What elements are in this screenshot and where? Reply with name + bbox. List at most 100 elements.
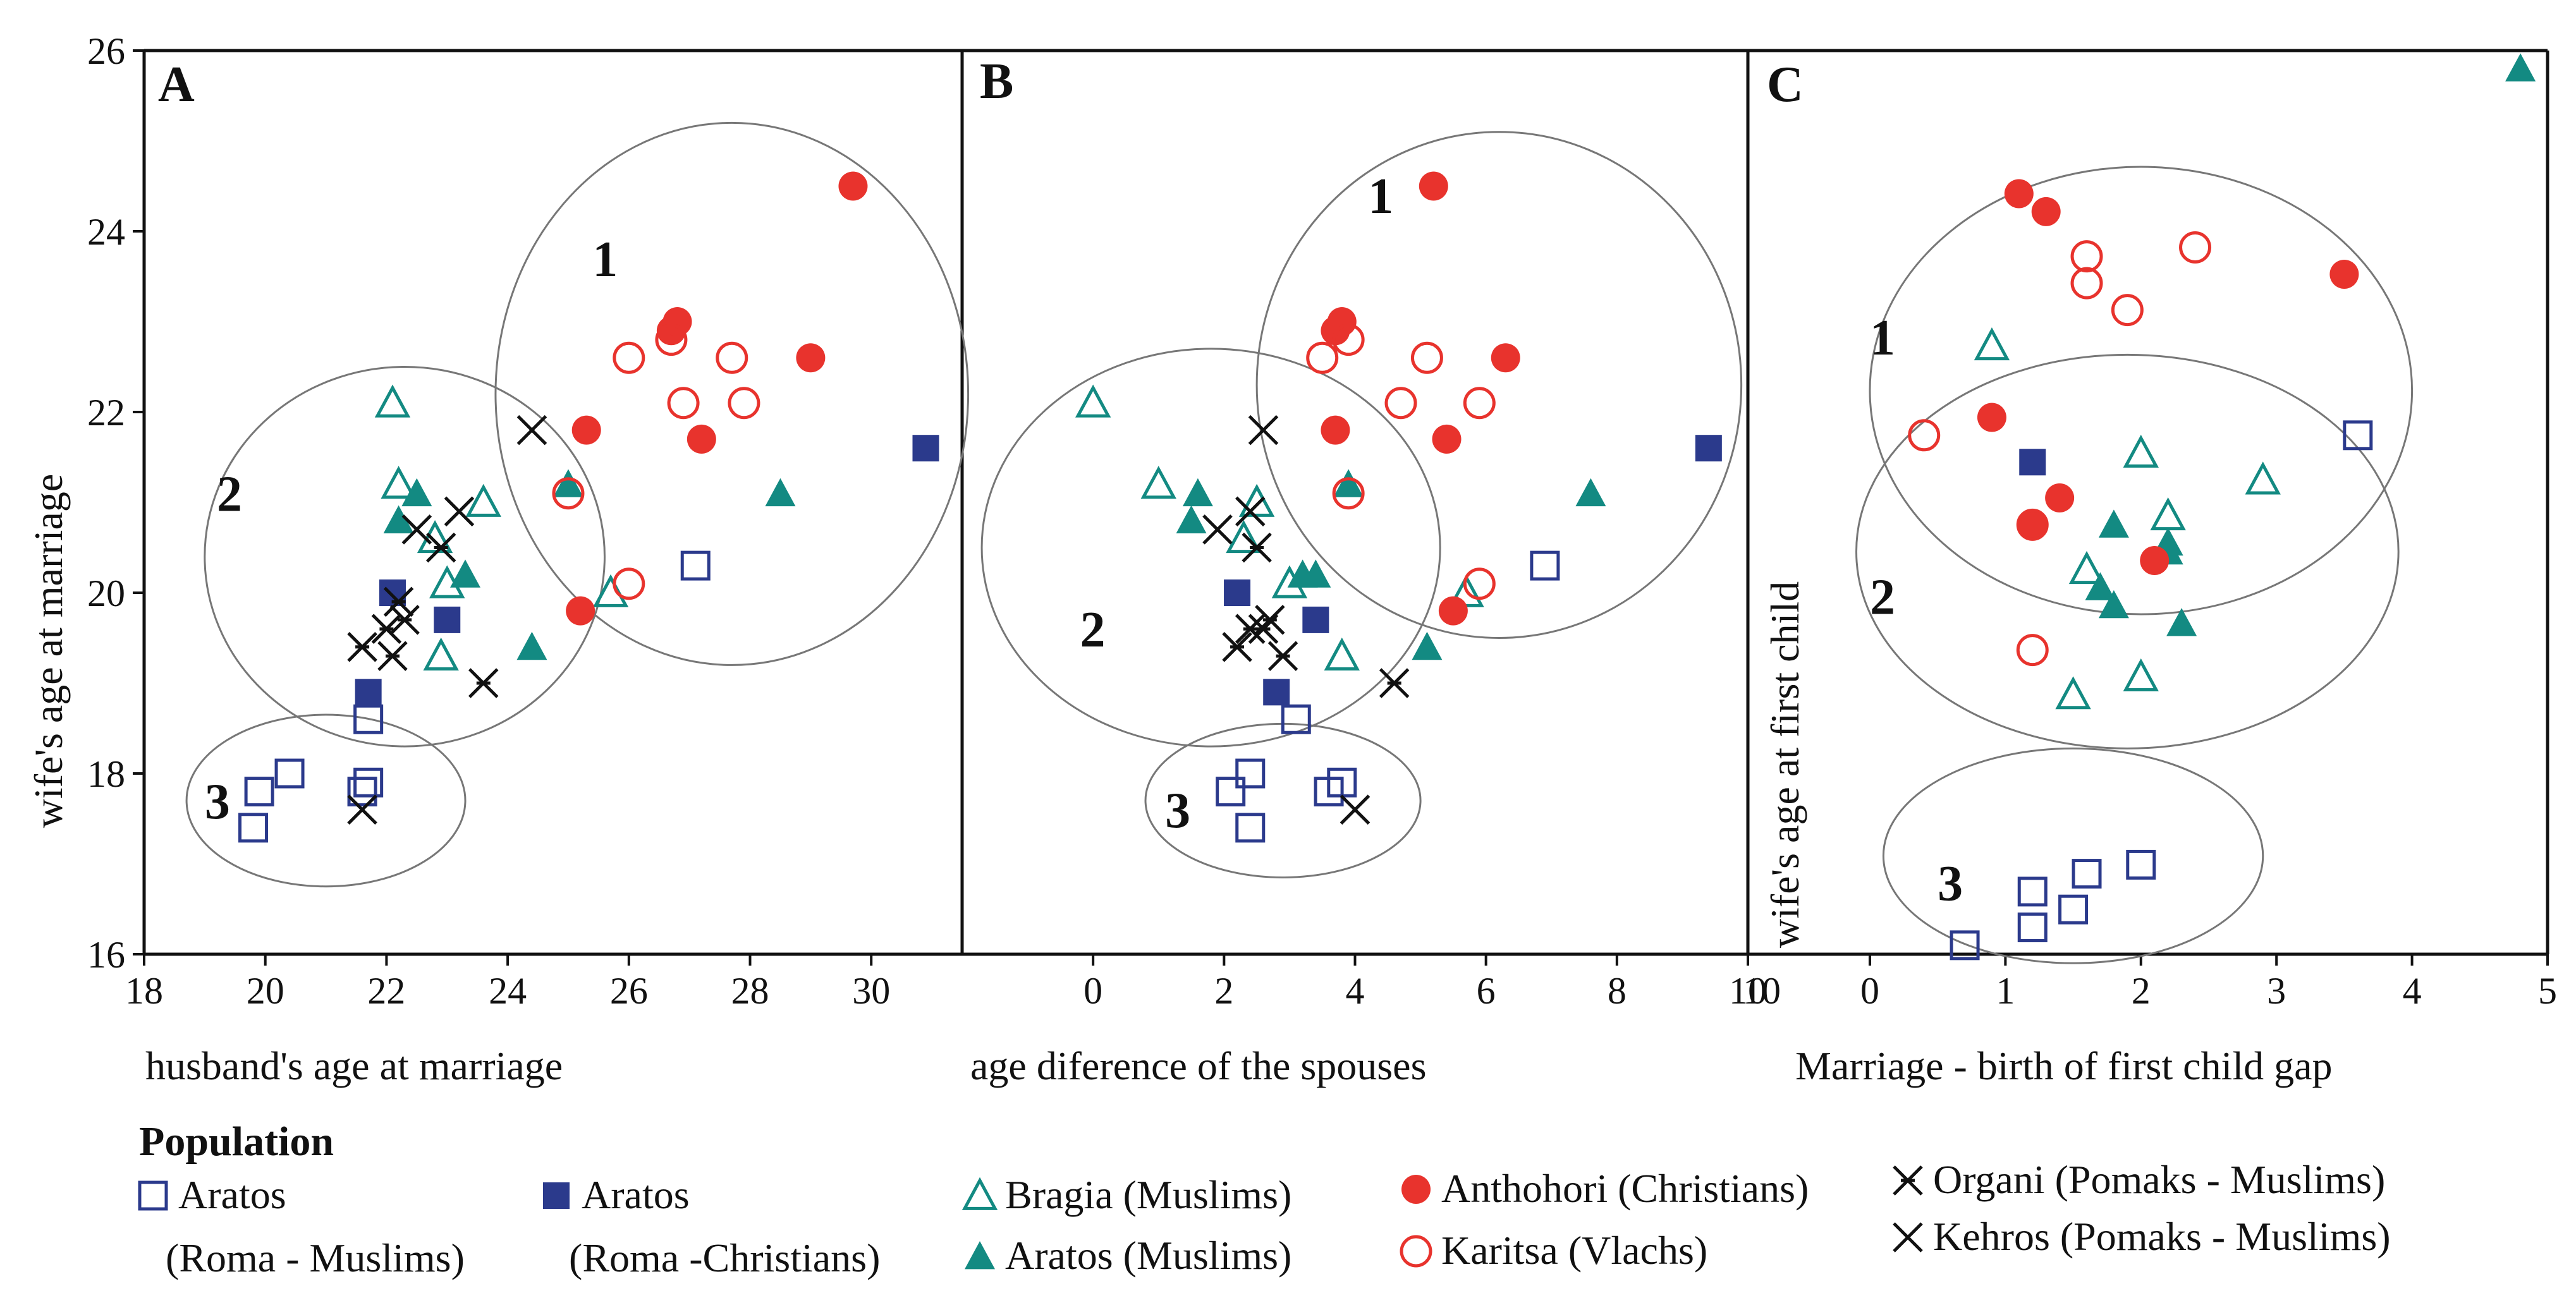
point-square-open-a	[353, 704, 384, 734]
x-tick-label-c: 3	[2267, 970, 2286, 1012]
point-circle-filled-a	[838, 171, 868, 201]
point-circle-filled-c	[2045, 483, 2075, 513]
x-tick-label-b: 8	[1608, 970, 1627, 1012]
point-triangle-filled-c	[2098, 509, 2129, 538]
point-star-cross-a	[377, 641, 408, 671]
point-circle-filled-a	[571, 415, 601, 445]
x-tick-label-b: 2	[1214, 970, 1233, 1012]
point-circle-open-b	[1463, 387, 1496, 420]
legend-label: Aratos	[178, 1172, 286, 1217]
legend-label: Bragia (Muslims)	[1005, 1172, 1291, 1217]
point-square-open-c	[2343, 420, 2373, 451]
point-star-cross-b	[1235, 614, 1266, 644]
legend-marker-x	[1893, 1222, 1923, 1253]
point-circle-filled-b	[1432, 424, 1462, 454]
x-axis-label-b: age diference of the spouses	[970, 1043, 1426, 1088]
legend-item-aratos-roma-muslims: Aratos (Roma - Muslims)	[138, 1172, 465, 1280]
point-circle-open-a	[667, 387, 700, 420]
point-square-open-b	[1216, 777, 1246, 807]
point-triangle-open-c	[2068, 550, 2105, 585]
point-triangle-open-a	[423, 637, 459, 670]
point-circle-open-a	[728, 387, 760, 420]
point-star-cross-a	[389, 605, 420, 635]
y-tick-label: 24	[87, 211, 125, 253]
point-square-open-c	[2058, 894, 2089, 925]
point-star-cross-a	[468, 668, 499, 698]
point-circle-filled-c	[2329, 259, 2359, 289]
legend: Population Aratos (Roma - Muslims) Aratos (…	[138, 1119, 2391, 1280]
point-square-filled-a	[355, 679, 382, 706]
x-tick-label-b: 4	[1346, 970, 1365, 1012]
legend-marker-square-filled	[543, 1182, 570, 1209]
legend-title: Population	[139, 1119, 334, 1165]
point-triangle-open-c	[2123, 434, 2159, 468]
point-circle-open-b	[1306, 341, 1339, 374]
point-star-cross-a	[425, 532, 456, 563]
panel-labels: A B C	[158, 54, 1804, 112]
point-x-a	[516, 415, 547, 446]
legend-marker-star-cross	[1893, 1165, 1923, 1196]
legend-marker-circle-filled	[1401, 1175, 1431, 1204]
point-triangle-open-a	[592, 574, 629, 607]
cluster-ellipse-b-2	[980, 348, 1441, 748]
point-x-b	[1235, 496, 1266, 527]
point-triangle-filled-c	[2085, 572, 2116, 600]
y-axis-label-c: wife's age at first child	[1762, 581, 1807, 948]
series-aratos-roma-christians-c	[2019, 449, 2046, 476]
point-triangle-filled-a	[383, 505, 414, 533]
cluster-label-a-2: 2	[217, 467, 242, 523]
x-tick-label-a: 26	[610, 970, 648, 1012]
cluster-label-c-2: 2	[1870, 570, 1895, 626]
cluster-label-a-3: 3	[205, 774, 230, 830]
cluster-ellipse-c-1	[1869, 166, 2414, 616]
point-triangle-open-b	[1324, 637, 1360, 670]
point-circle-open-a	[655, 324, 688, 356]
point-triangle-open-c	[2055, 676, 2091, 710]
point-circle-open-a	[613, 567, 645, 600]
legend-item-organi-pomaks-muslims: Organi (Pomaks - Muslims)	[1893, 1157, 2385, 1202]
point-circle-open-b	[1410, 341, 1443, 374]
point-triangle-filled-b	[1176, 505, 1207, 533]
point-triangle-open-c	[2123, 658, 2159, 691]
legend-marker-circle-open	[1400, 1235, 1432, 1268]
series-aratos-roma-christians-a	[355, 435, 939, 706]
point-triangle-open-b	[1140, 466, 1176, 499]
series-kehros-pomaks-muslims-b	[1202, 415, 1370, 825]
point-star-cross-b	[1222, 632, 1252, 662]
legend-label: Karitsa (Vlachs)	[1441, 1228, 1707, 1273]
point-circle-open-c	[2016, 508, 2049, 541]
series-karitsa-vlachs-b	[1306, 324, 1496, 600]
point-star-cross-a	[371, 614, 402, 644]
point-x-b	[1248, 415, 1279, 446]
point-circle-filled-a	[687, 424, 716, 454]
point-triangle-open-b	[1238, 483, 1275, 517]
point-triangle-filled-b	[1300, 559, 1331, 588]
point-square-open-b	[1281, 704, 1311, 734]
point-star-cross-b	[1379, 668, 1410, 698]
point-triangle-open-a	[465, 483, 501, 517]
cluster-ellipse-a-3	[185, 713, 467, 888]
series-anthohori-christians-c	[1977, 179, 2359, 576]
point-circle-filled-b	[1491, 343, 1520, 373]
x-tick-label-b: 10	[1729, 970, 1767, 1012]
point-triangle-filled-b	[1333, 469, 1364, 497]
point-triangle-filled-b	[1182, 478, 1213, 507]
x-tick-label-b: 0	[1084, 970, 1102, 1012]
point-square-open-b	[1530, 550, 1560, 581]
x-tick-label-c: 4	[2403, 970, 2422, 1012]
point-circle-open-b	[1332, 324, 1365, 356]
x-tick-label-a: 30	[852, 970, 890, 1012]
legend-item-aratos-muslims: Aratos (Muslims)	[965, 1233, 1291, 1278]
point-circle-filled-b	[1438, 596, 1468, 626]
legend-label: Aratos (Muslims)	[1005, 1233, 1291, 1278]
panel-label-c: C	[1767, 57, 1804, 112]
point-circle-filled-c	[2140, 546, 2170, 576]
point-circle-open-c	[2111, 294, 2144, 327]
point-circle-filled-b	[1419, 171, 1448, 201]
x-tick-label-c: 2	[2132, 970, 2151, 1012]
point-triangle-open-b	[1226, 519, 1262, 554]
series-aratos-roma-muslims-c	[1950, 420, 2373, 961]
y-tick-label: 22	[87, 392, 125, 434]
point-square-open-c	[1950, 930, 1980, 961]
x-tick-label-a: 22	[367, 970, 405, 1012]
